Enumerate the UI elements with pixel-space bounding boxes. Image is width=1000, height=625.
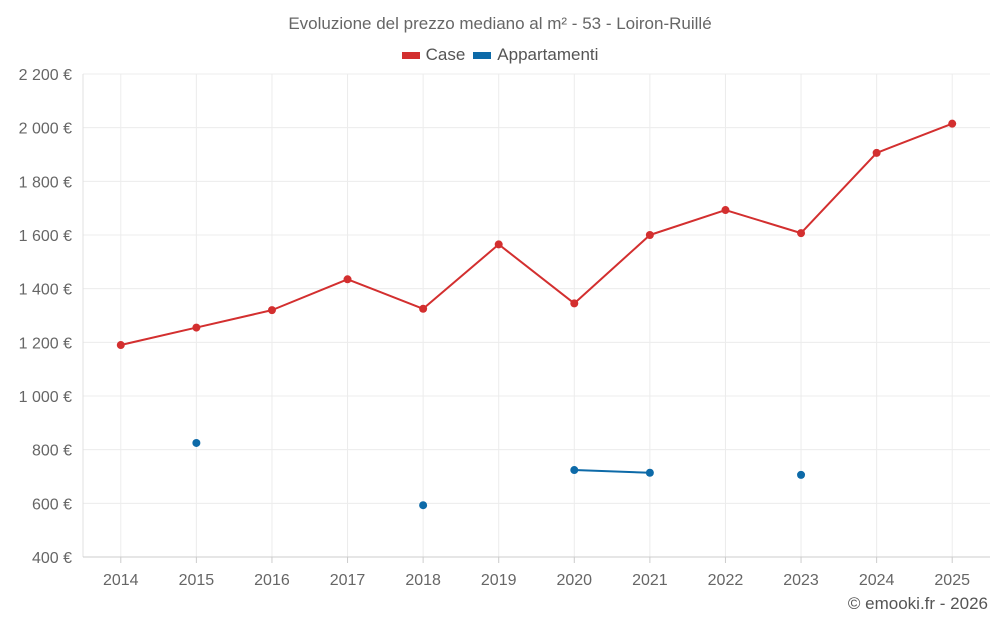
data-point-appartamenti xyxy=(192,438,201,447)
data-point-case xyxy=(948,119,957,128)
series-group xyxy=(116,119,957,510)
grid xyxy=(83,73,990,558)
data-point-case xyxy=(116,341,125,350)
y-tick-label: 1 600 € xyxy=(19,228,72,245)
legend-item-case[interactable]: Case xyxy=(401,45,466,65)
x-tick-label: 2024 xyxy=(859,572,895,589)
legend: Case Appartamenti xyxy=(0,45,1000,65)
legend-label-case: Case xyxy=(425,45,466,64)
x-tick-label: 2021 xyxy=(632,572,668,589)
series-line-case xyxy=(120,122,953,346)
legend-item-appartamenti[interactable]: Appartamenti xyxy=(473,45,598,65)
data-point-case xyxy=(192,323,201,332)
x-tick-label: 2017 xyxy=(330,572,366,589)
y-tick-label: 2 000 € xyxy=(19,121,72,138)
data-point-appartamenti xyxy=(570,466,579,475)
y-tick-label: 1 800 € xyxy=(19,174,72,191)
y-tick-label: 1 400 € xyxy=(19,282,72,299)
data-point-case xyxy=(267,306,276,315)
chart-title: Evoluzione del prezzo mediano al m² - 53… xyxy=(288,14,712,33)
data-point-case xyxy=(797,229,806,238)
x-tick-label: 2025 xyxy=(934,572,970,589)
data-point-case xyxy=(872,148,881,157)
data-point-appartamenti xyxy=(419,501,428,510)
x-tick-label: 2019 xyxy=(481,572,517,589)
y-tick-label: 400 € xyxy=(32,550,72,567)
data-point-case xyxy=(570,299,579,308)
legend-swatch-case xyxy=(401,51,420,59)
data-point-case xyxy=(494,240,503,249)
y-tick-label: 1 200 € xyxy=(19,335,72,352)
x-tick-label: 2018 xyxy=(405,572,441,589)
data-point-case xyxy=(721,206,730,215)
x-tick-label: 2016 xyxy=(254,572,290,589)
y-tick-label: 1 000 € xyxy=(19,389,72,406)
data-point-case xyxy=(343,275,352,284)
y-tick-label: 800 € xyxy=(32,443,72,460)
x-tick-label: 2022 xyxy=(708,572,744,589)
x-tick-label: 2014 xyxy=(103,572,139,589)
legend-label-appartamenti: Appartamenti xyxy=(497,45,599,64)
data-point-appartamenti xyxy=(797,470,806,479)
x-tick-label: 2015 xyxy=(179,572,215,589)
credit-text: © emooki.fr - 2026 xyxy=(847,594,988,613)
y-tick-label: 600 € xyxy=(32,496,72,513)
data-point-appartamenti xyxy=(645,468,654,477)
data-point-case xyxy=(419,304,428,313)
x-tick-label: 2020 xyxy=(556,572,592,589)
series-line-appartamenti xyxy=(574,469,650,474)
axes: 400 € 600 € 800 € 1 000 € 1 200 € 1 400 € 1 60… xyxy=(19,67,990,589)
legend-swatch-appartamenti xyxy=(473,51,492,59)
data-point-case xyxy=(645,231,654,239)
y-tick-label: 2 200 € xyxy=(19,67,72,84)
x-tick-label: 2023 xyxy=(783,572,819,589)
